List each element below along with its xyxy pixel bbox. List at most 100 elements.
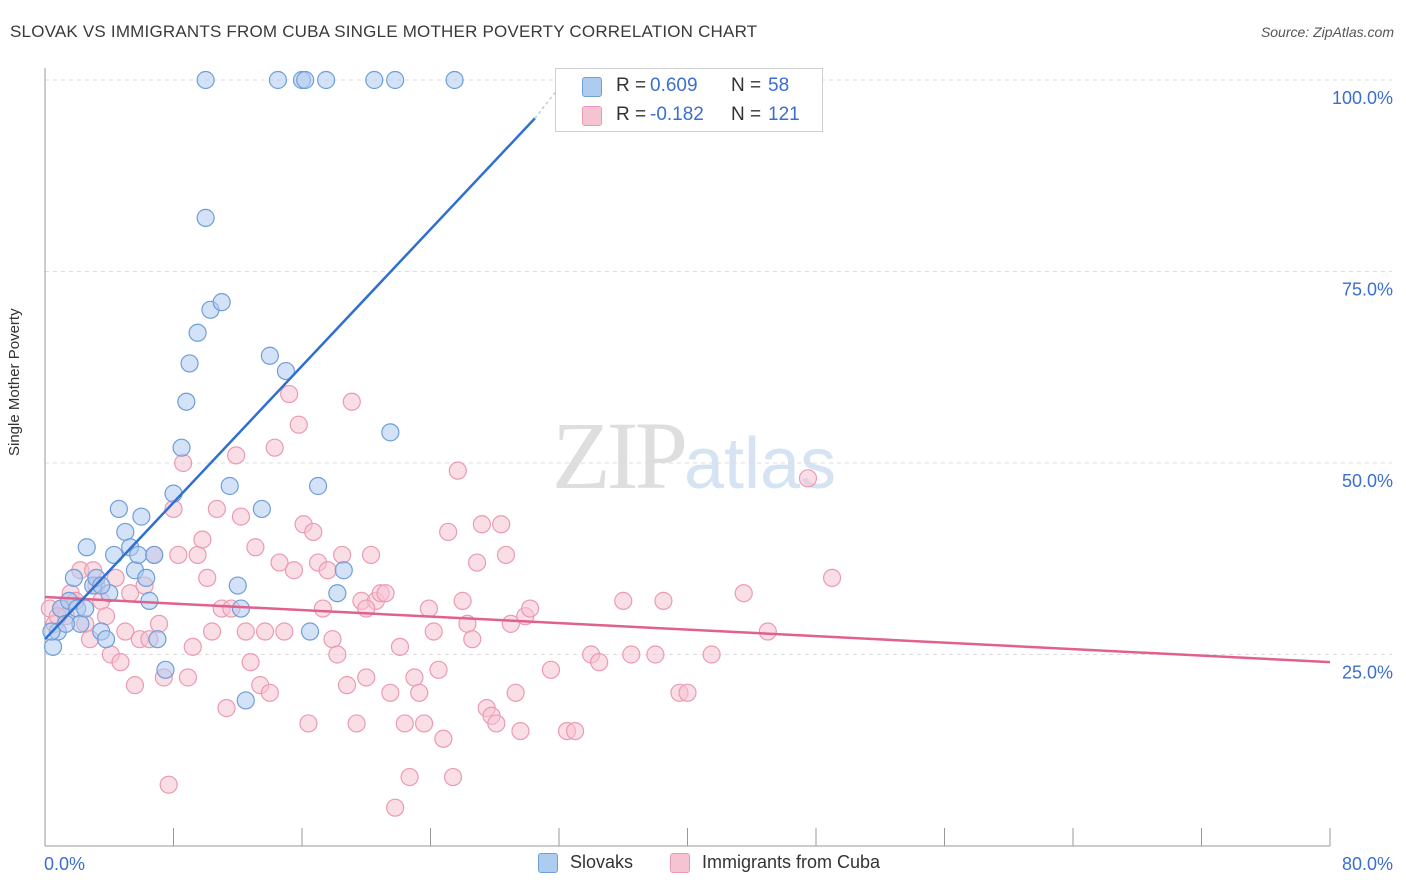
cuba-point (390, 637, 410, 656)
cuba-point (463, 630, 482, 649)
cuba-point (467, 553, 487, 572)
cuba-point (149, 614, 169, 633)
cuba-point (270, 553, 289, 572)
cuba-point (590, 653, 609, 672)
slovaks-point (252, 499, 271, 519)
cuba-point (496, 545, 516, 565)
cuba-point (678, 683, 697, 702)
cuba-point (313, 599, 332, 618)
cuba-point (506, 683, 525, 702)
cuba-point (654, 591, 673, 610)
slovaks-point (334, 561, 353, 580)
cuba-point (419, 599, 438, 618)
slovaks-point (445, 70, 464, 90)
cuba-point (111, 653, 130, 672)
cuba-point (448, 461, 467, 480)
cuba-point (386, 798, 405, 817)
cuba-point (429, 660, 448, 679)
y-tick-label: 75.0% (1342, 280, 1393, 300)
legend-label-slovaks: Slovaks (570, 852, 634, 872)
cuba-point (405, 668, 424, 687)
cuba-point (511, 721, 530, 741)
cuba-point (280, 384, 299, 404)
legend-label-cuba: Immigrants from Cuba (702, 852, 881, 872)
cuba-point (255, 622, 275, 641)
cuba-point (174, 453, 193, 473)
cuba-point (361, 545, 381, 565)
cuba-point (472, 515, 491, 534)
y-axis-label: Single Mother Poverty (6, 308, 23, 456)
cuba-point (304, 522, 323, 542)
slovaks-point (196, 70, 215, 90)
legend-n-value: 121 (768, 104, 800, 125)
cuba-point (183, 637, 202, 656)
cuba-point (159, 775, 178, 794)
legend-r-label: R = (616, 75, 647, 96)
y-tick-label: 100.0% (1332, 88, 1393, 108)
slovaks-point (180, 354, 199, 373)
slovaks-point (129, 545, 148, 565)
legend-r-value: -0.182 (650, 104, 704, 125)
watermark-zip: ZIP (552, 402, 688, 509)
slovaks-point (316, 70, 336, 90)
legend-swatch-slovaks (582, 77, 602, 97)
cuba-point (492, 515, 511, 534)
cuba-point (227, 446, 246, 465)
series-legend: Slovaks Immigrants from Cuba (0, 852, 1406, 878)
cuba-point (116, 622, 135, 641)
cuba-point (106, 568, 125, 588)
cuba-point (541, 660, 561, 679)
cuba-point (217, 699, 236, 718)
slovaks-point (231, 599, 251, 618)
slovaks-point (300, 622, 320, 641)
slovaks-point (64, 568, 84, 588)
slovaks-point (109, 499, 128, 519)
cuba-point (520, 599, 540, 618)
cuba-point (333, 545, 352, 565)
cuba-point (434, 729, 453, 748)
legend-n-label: N = (731, 75, 762, 96)
cuba-point (328, 645, 347, 664)
cuba-point (414, 714, 434, 733)
legend-r-value: 0.609 (650, 75, 698, 96)
slovaks-point (77, 538, 96, 557)
cuba-point (231, 507, 251, 526)
cuba-point (202, 622, 222, 641)
cuba-point (439, 522, 458, 542)
cuba-point (289, 415, 308, 434)
cuba-point (758, 622, 777, 641)
slovaks-point (212, 293, 231, 312)
cuba-point (381, 683, 400, 702)
cuba-point (337, 676, 357, 695)
cuba-point (188, 545, 207, 565)
cuba-point (646, 645, 665, 664)
cuba-point (342, 392, 361, 411)
slovaks-point (172, 438, 191, 457)
cuba-point (622, 645, 641, 664)
slovaks-point (177, 392, 196, 411)
slovaks-point (228, 576, 247, 595)
cuba-point (822, 568, 842, 588)
cuba-point (236, 622, 255, 641)
watermark-atlas: atlas (684, 424, 837, 504)
cuba-point (323, 630, 342, 649)
slovaks-point (196, 208, 215, 227)
legend-swatch-cuba (670, 853, 690, 873)
cuba-point (565, 721, 585, 741)
slovaks-point (276, 361, 296, 381)
legend-n-label: N = (731, 104, 762, 125)
source-label: Source: ZipAtlas.com (1260, 24, 1394, 40)
slovaks-point (260, 346, 279, 365)
slovaks-point (386, 70, 405, 90)
cuba-point (347, 714, 366, 733)
slovaks-point (188, 323, 207, 342)
chart-title: SLOVAK VS IMMIGRANTS FROM CUBA SINGLE MO… (10, 22, 758, 41)
slovaks-point (365, 70, 384, 90)
slovaks-point (43, 637, 63, 656)
y-tick-label: 50.0% (1342, 471, 1393, 491)
cuba-point (275, 622, 294, 641)
cuba-point (169, 545, 188, 565)
cuba-point (125, 676, 145, 695)
cuba-point (207, 499, 226, 519)
